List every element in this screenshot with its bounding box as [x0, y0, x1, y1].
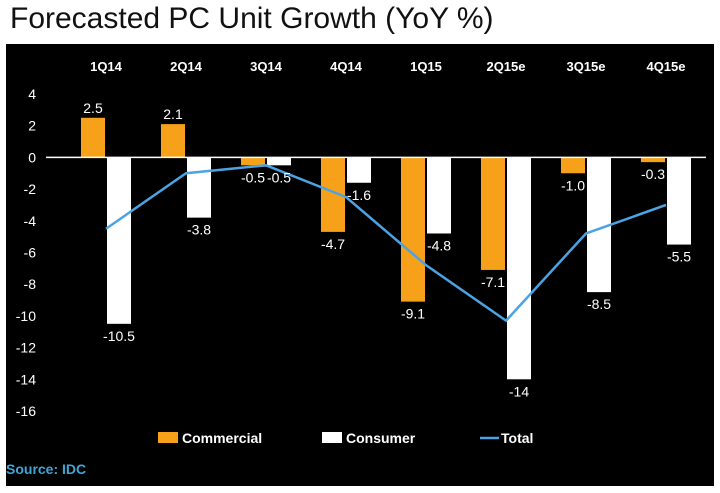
consumer-data-label: -10.5	[103, 328, 135, 344]
commercial-bar	[401, 157, 425, 302]
legend-total-label: Total	[501, 430, 533, 446]
commercial-data-label: 2.1	[163, 106, 183, 122]
category-label: 1Q15	[410, 59, 442, 74]
y-tick-label: -2	[24, 181, 37, 197]
consumer-data-label: -0.5	[267, 169, 291, 185]
legend-consumer-swatch	[322, 432, 342, 443]
commercial-data-label: -1.0	[561, 177, 585, 193]
y-tick-label: 2	[28, 118, 36, 134]
commercial-bar	[481, 157, 505, 270]
category-label: 4Q14	[330, 59, 363, 74]
source-label: Source: IDC	[6, 461, 87, 477]
commercial-data-label: -0.3	[641, 166, 665, 182]
category-label: 4Q15e	[646, 59, 685, 74]
commercial-data-label: 2.5	[83, 100, 103, 116]
consumer-bar	[347, 157, 371, 183]
consumer-bar	[427, 157, 451, 234]
consumer-data-label: -1.6	[347, 187, 371, 203]
y-tick-label: 0	[28, 149, 36, 165]
commercial-bar	[641, 157, 665, 163]
consumer-data-label: -14	[509, 383, 529, 399]
y-tick-label: -10	[16, 308, 36, 324]
y-tick-label: 4	[28, 86, 36, 102]
category-label: 3Q15e	[566, 59, 605, 74]
category-label: 2Q15e	[486, 59, 525, 74]
commercial-bar	[81, 117, 105, 158]
commercial-bar	[561, 157, 585, 174]
legend-consumer-label: Consumer	[346, 430, 416, 446]
commercial-data-label: -7.1	[481, 274, 505, 290]
chart-panel: 4 2 0 -2 -4 -6 -8 -10 -12 -14 -16 1Q14 2Q14 3Q14 4Q14 1…	[6, 44, 714, 486]
consumer-data-label: -8.5	[587, 296, 611, 312]
y-tick-label: -12	[16, 340, 36, 356]
y-tick-label: -6	[24, 245, 37, 261]
consumer-data-label: -5.5	[667, 249, 691, 265]
consumer-bar	[187, 157, 211, 218]
y-tick-label: -14	[16, 371, 36, 387]
consumer-bar	[107, 157, 131, 324]
consumer-bar	[667, 157, 691, 245]
y-tick-label: -8	[24, 276, 37, 292]
chart-svg: 4 2 0 -2 -4 -6 -8 -10 -12 -14 -16 1Q14 2Q14 3Q14 4Q14 1…	[16, 59, 706, 446]
chart-title: Forecasted PC Unit Growth (YoY %)	[10, 2, 494, 35]
commercial-bar	[241, 157, 265, 166]
commercial-bar	[161, 124, 185, 158]
category-label: 1Q14	[90, 59, 123, 74]
commercial-data-label: -0.5	[241, 169, 265, 185]
commercial-data-label: -9.1	[401, 306, 425, 322]
consumer-data-label: -3.8	[187, 222, 211, 238]
y-tick-label: -16	[16, 403, 36, 419]
consumer-bar	[267, 157, 291, 166]
category-label: 2Q14	[170, 59, 203, 74]
y-tick-label: -4	[24, 213, 37, 229]
consumer-bar	[507, 157, 531, 380]
total-series-line	[105, 164, 667, 323]
legend-commercial-label: Commercial	[182, 430, 262, 446]
commercial-data-label: -4.7	[321, 236, 345, 252]
consumer-data-label: -4.8	[427, 237, 451, 253]
category-label: 3Q14	[250, 59, 283, 74]
legend-commercial-swatch	[158, 432, 178, 443]
